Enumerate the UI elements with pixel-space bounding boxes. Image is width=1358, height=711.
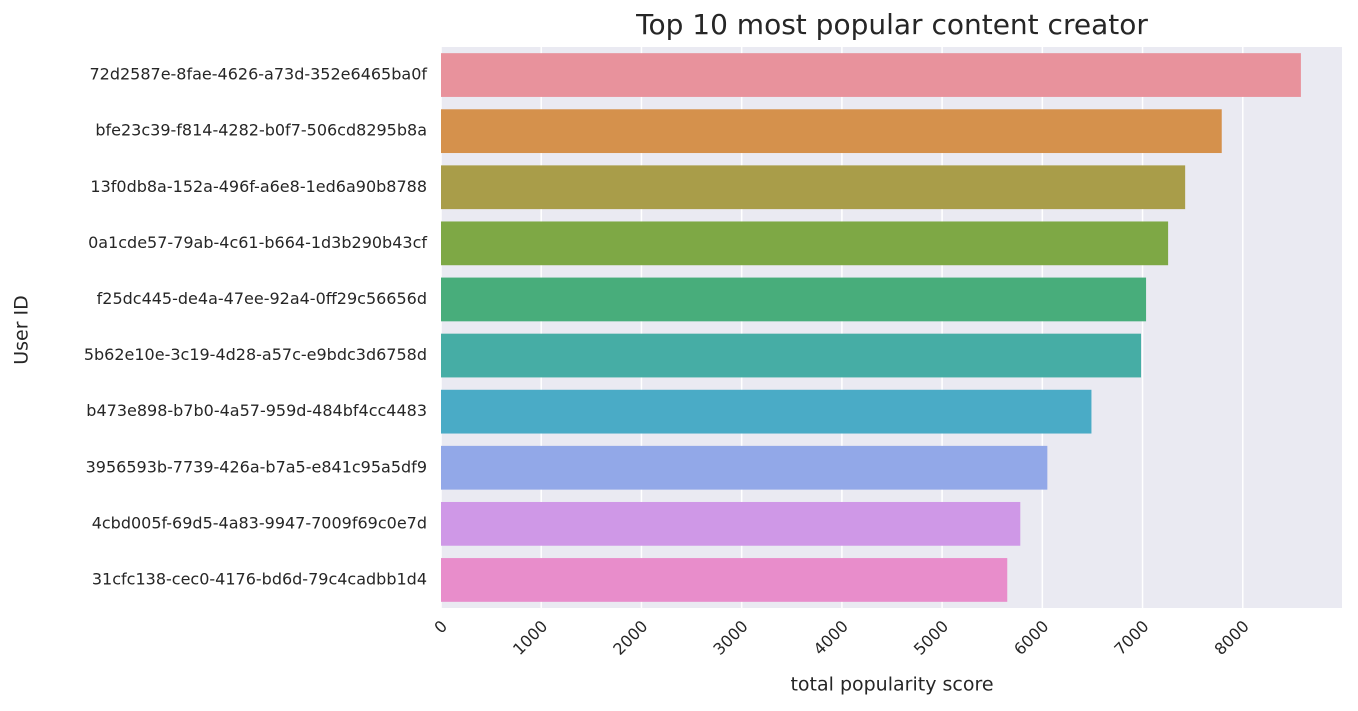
x-axis-label: total popularity score	[790, 674, 993, 696]
x-tick-label: 1000	[509, 617, 551, 659]
bar	[441, 277, 1147, 322]
y-tick-label: 4cbd005f-69d5-4a83-9947-7009f69c0e7d	[92, 513, 427, 532]
y-tick-label: 5b62e10e-3c19-4d28-a57c-e9bdc3d6758d	[84, 345, 427, 364]
x-tick-label: 6000	[1010, 617, 1052, 659]
bar	[441, 333, 1142, 378]
bar	[441, 445, 1048, 490]
bar	[441, 109, 1222, 154]
y-tick-label: 0a1cde57-79ab-4c61-b664-1d3b290b43cf	[88, 233, 427, 252]
y-tick-label: 72d2587e-8fae-4626-a73d-352e6465ba0f	[89, 65, 427, 84]
x-tick-label: 5000	[910, 617, 952, 659]
x-tick-label: 2000	[609, 617, 651, 659]
bar	[441, 501, 1021, 546]
x-tick-label: 8000	[1211, 617, 1253, 659]
y-tick-label: 13f0db8a-152a-496f-a6e8-1ed6a90b8788	[90, 177, 427, 196]
x-tick-label: 4000	[810, 617, 852, 659]
bar	[441, 389, 1092, 434]
y-axis-label: User ID	[11, 295, 33, 365]
bar	[441, 165, 1186, 210]
bar	[441, 221, 1169, 266]
chart-title: Top 10 most popular content creator	[635, 8, 1148, 41]
y-tick-label: bfe23c39-f814-4282-b0f7-506cd8295b8a	[95, 121, 427, 140]
bar	[441, 53, 1301, 97]
x-tick-label: 3000	[709, 617, 751, 659]
bar	[441, 558, 1008, 602]
x-tick-label: 7000	[1110, 617, 1152, 659]
x-tick-label: 0	[430, 617, 451, 638]
y-tick-label: 3956593b-7739-426a-b7a5-e841c95a5df9	[86, 457, 427, 476]
y-tick-label: f25dc445-de4a-47ee-92a4-0ff29c56656d	[97, 289, 427, 308]
y-tick-label: 31cfc138-cec0-4176-bd6d-79c4cadbb1d4	[92, 569, 427, 588]
y-tick-label: b473e898-b7b0-4a57-959d-484bf4cc4483	[86, 401, 427, 420]
